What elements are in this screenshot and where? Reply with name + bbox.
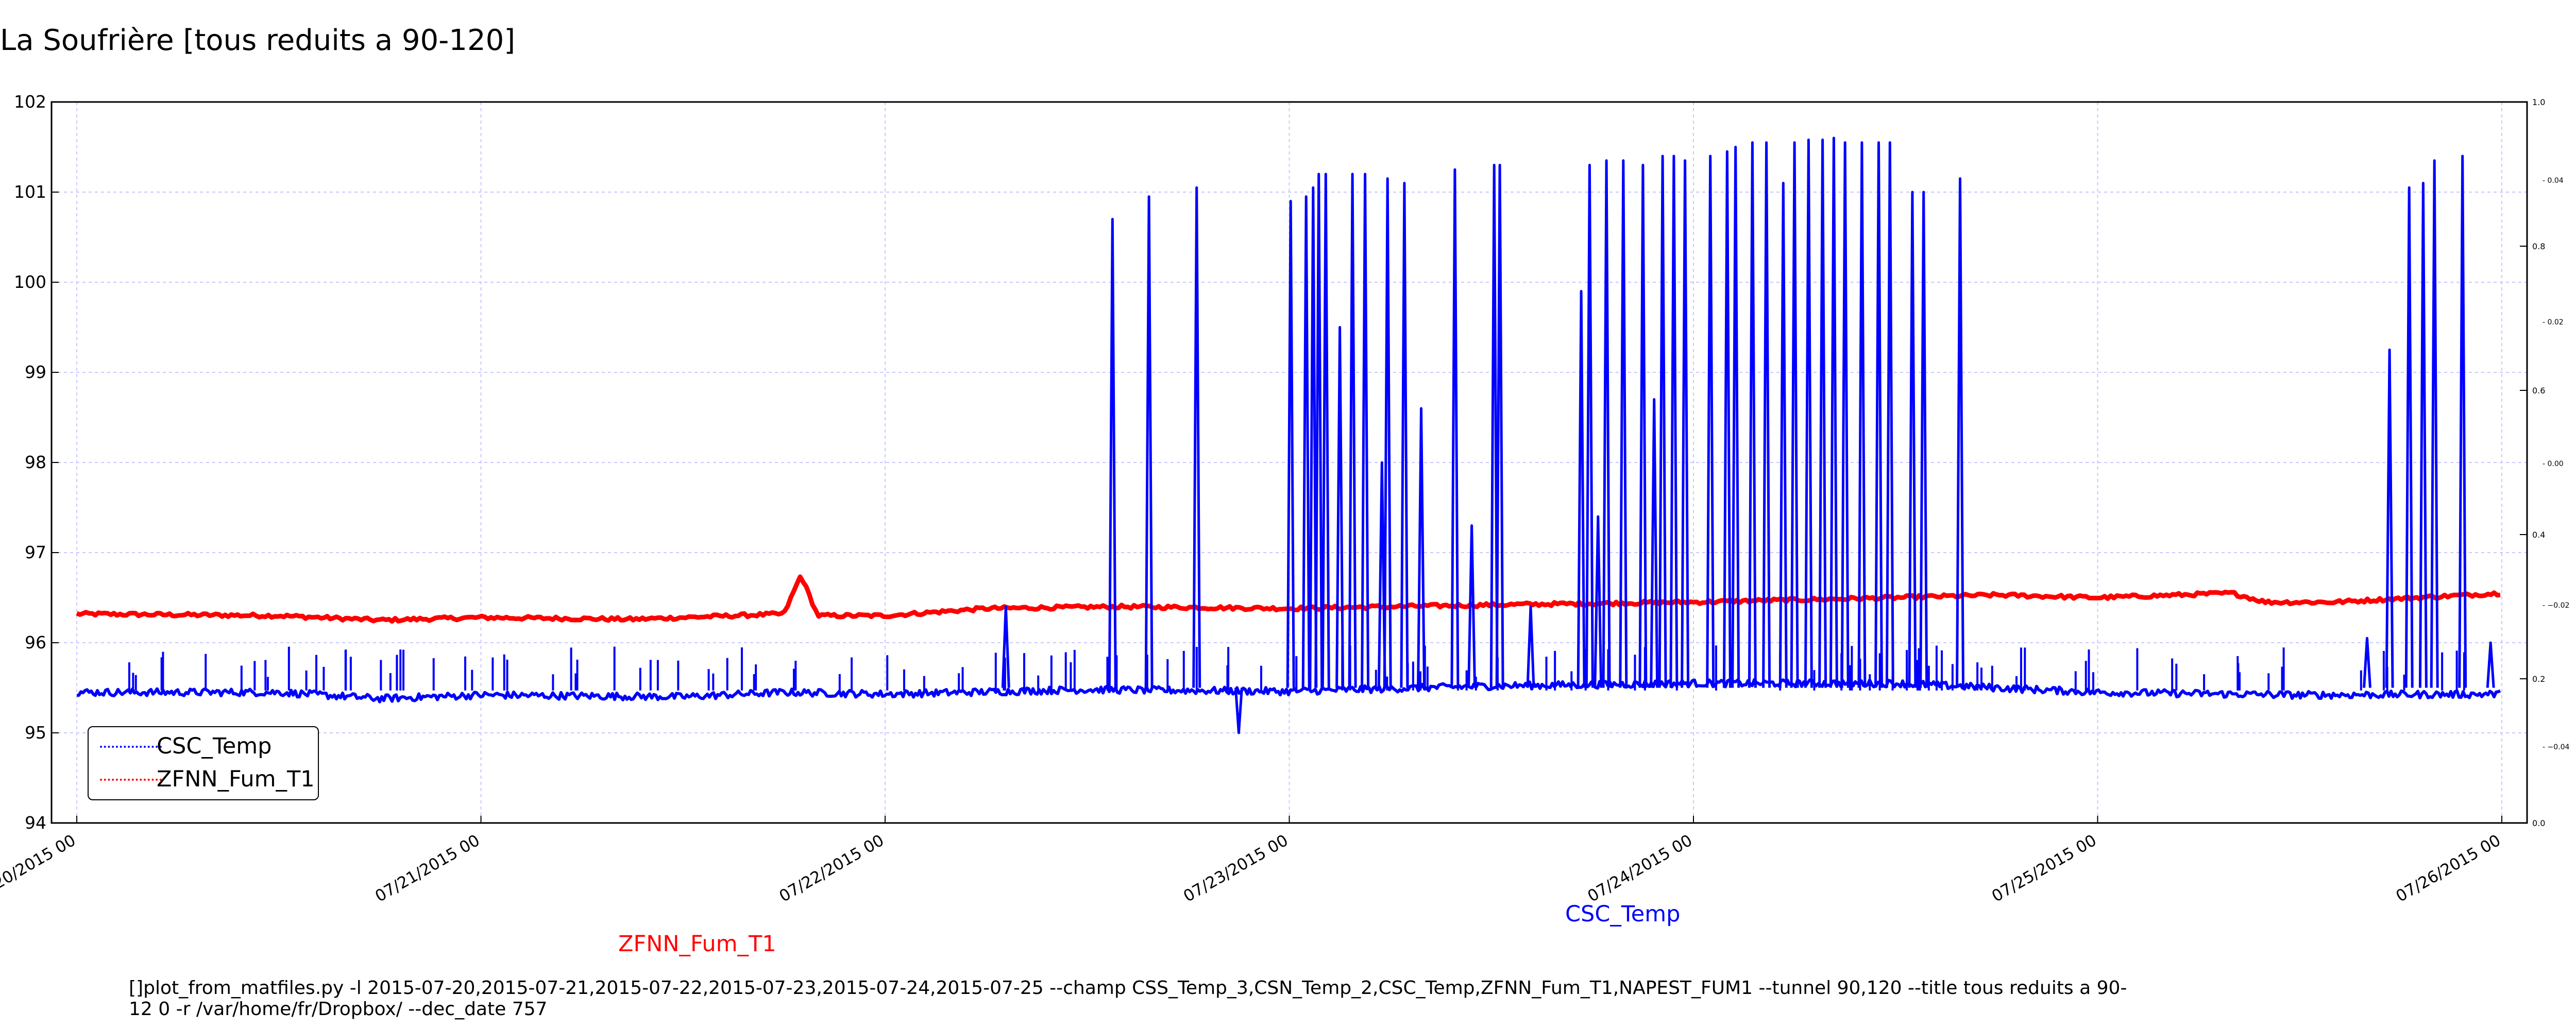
series-spike-csc (1669, 154, 1679, 688)
series-lines (76, 136, 2501, 734)
x-tick-label: 07/22/2015 00 (776, 831, 887, 906)
series-spike-csc (1348, 173, 1357, 688)
command-footer: []plot_from_matfiles.py -l 2015-07-20,20… (129, 977, 2127, 1020)
series-spike-csc (1908, 191, 1917, 688)
series-spike-csc (1335, 326, 1345, 688)
series-spike-csc (1602, 159, 1611, 688)
y-tick-label: 97 (25, 542, 46, 562)
right2-tick-label: - 0.00 (2543, 460, 2564, 468)
right2-tick-label: - −0.04 (2543, 743, 2569, 751)
legend-label-csc: CSC_Temp (157, 733, 272, 759)
legend: CSC_Temp ZFNN_Fum_T1 (88, 726, 319, 800)
series-spike-csc (1829, 136, 1838, 688)
series-spike-csc (1818, 139, 1827, 688)
series-spike-csc (1144, 195, 1154, 688)
series-spike-csc (2486, 641, 2495, 688)
series-spike-csc (1495, 164, 1504, 688)
legend-swatch-zfnn (100, 779, 162, 781)
legend-item-zfnn: ZFNN_Fum_T1 (89, 764, 318, 795)
series-spike-csc (1731, 146, 1740, 688)
legend-item-csc: CSC_Temp (89, 731, 318, 762)
legend-swatch-csc (100, 746, 162, 748)
right2-tick-label: - −0.02 (2543, 602, 2569, 610)
series-spike-csc (1748, 141, 1757, 688)
y-tick-label: 98 (25, 452, 46, 472)
series-spike-csc (1658, 154, 1667, 688)
y-tick-label: 99 (25, 362, 46, 382)
x-tick-label: 07/26/2015 00 (2393, 831, 2504, 906)
series-spike-csc (2430, 159, 2439, 688)
right-tick-label: 0.6 (2532, 386, 2545, 396)
legend-label-zfnn: ZFNN_Fum_T1 (157, 766, 315, 792)
series-spike-csc (1638, 164, 1648, 688)
x-tick-label: 07/24/2015 00 (1585, 831, 1696, 906)
series-spike-csc (2363, 637, 2371, 688)
series-spike-csc (1301, 195, 1311, 688)
series-spike-csc (1417, 407, 1426, 688)
series-spike-csc (1577, 290, 1586, 688)
series-spike-csc (1526, 605, 1535, 688)
series-spike-csc (1309, 186, 1318, 688)
series-spike-csc (1286, 200, 1295, 688)
x-tick-label: 07/21/2015 00 (372, 831, 483, 906)
zfnn-label: ZFNN_Fum_T1 (618, 931, 776, 957)
series-spike-csc (2385, 348, 2394, 688)
right2-tick-label: - 0.02 (2543, 318, 2564, 327)
y-tick-label: 95 (25, 723, 46, 743)
series-spike-csc (1650, 398, 1659, 688)
series-spike-csc (1467, 524, 1477, 688)
right-tick-label: 0.8 (2532, 242, 2545, 251)
page-title: La Soufrière [tous reduits a 90-120] (0, 24, 516, 57)
x-tick-label: 07/25/2015 00 (1989, 831, 2099, 906)
series-spike-csc (1840, 141, 1850, 688)
series-spike-csc (1885, 141, 1894, 688)
series-spike-csc (1778, 182, 1788, 688)
series-spike-csc (1804, 139, 1813, 688)
right-tick-label: 0.4 (2532, 530, 2545, 540)
x-tick-label: 07/23/2015 00 (1180, 831, 1291, 906)
y-tick-label: 100 (14, 272, 46, 292)
series-spike-csc (1722, 150, 1732, 688)
series-spike-csc (1790, 141, 1799, 688)
series-spike-csc (1919, 191, 1928, 688)
right-tick-label: 0.2 (2532, 674, 2545, 684)
csc-label: CSC_Temp (1565, 901, 1681, 927)
series-spike-csc (1956, 177, 1964, 688)
y-tick-label: 101 (14, 182, 46, 202)
right-tick-label: 0.0 (2532, 818, 2545, 828)
y-tick-label: 96 (25, 632, 46, 653)
series-spike-csc (1489, 164, 1499, 688)
y-tick-label: 94 (25, 813, 46, 833)
series-spike-csc (1762, 141, 1771, 688)
x-tick-label: 20/2015 00 (0, 831, 79, 893)
series-spike-csc (1321, 173, 1330, 688)
series-line-csc (76, 678, 2501, 703)
series-spike-csc (1234, 688, 1243, 734)
series-spike-csc (1001, 605, 1010, 688)
series-spike-csc (1857, 141, 1867, 688)
series-spike-csc (2404, 186, 2414, 688)
axis-labels: 94 95 96 97 98 99 100 101 102 20/2015 00 07/21/201… (0, 92, 2569, 906)
y-tick-label: 102 (14, 92, 46, 112)
series-spike-csc (1383, 177, 1392, 688)
series-spike-csc (1314, 173, 1324, 688)
series-spike-csc (1450, 168, 1460, 688)
series-spike-csc (1874, 141, 1883, 688)
series-spike-csc (1192, 186, 1201, 688)
series-spike-csc (2418, 182, 2428, 688)
right-tick-label: 1.0 (2532, 97, 2545, 107)
series-spike-csc (1585, 164, 1594, 688)
series-spike-csc (1594, 515, 1603, 688)
series-spike-csc (1108, 218, 1117, 688)
series-spike-csc (1706, 154, 1715, 688)
series-spike-csc (1681, 159, 1690, 688)
series-spike-csc (1619, 159, 1628, 688)
series-spike-csc (2458, 154, 2467, 688)
right2-tick-label: - 0.04 (2543, 177, 2564, 185)
series-spike-csc (1361, 173, 1370, 688)
series-spike-csc (1400, 182, 1409, 688)
